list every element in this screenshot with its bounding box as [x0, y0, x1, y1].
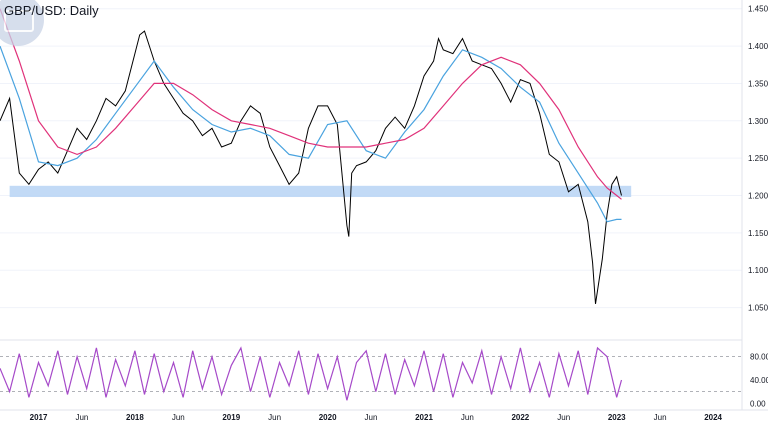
oscillator-series-group — [0, 346, 623, 401]
series-line-0 — [0, 30, 622, 304]
book-icon — [4, 10, 34, 32]
price-tick-label: 1.350 — [748, 79, 768, 88]
price-tick-label: 1.150 — [748, 229, 768, 238]
price-series-group — [0, 8, 622, 304]
series-line-3 — [0, 346, 623, 401]
oscillator-axis: 80.00 40.00 0.00 — [750, 353, 768, 409]
price-tick-label: 1.250 — [748, 154, 768, 163]
support-zone — [9, 185, 632, 198]
time-tick-label: Jun — [268, 413, 281, 422]
chart-title: GBP/USD: Daily — [4, 3, 99, 18]
time-tick-label: 2022 — [511, 413, 529, 422]
time-tick-label: 2018 — [126, 413, 144, 422]
price-tick-label: 1.300 — [748, 117, 768, 126]
time-tick-label: Jun — [557, 413, 570, 422]
time-tick-label: 2021 — [415, 413, 433, 422]
series-line-1 — [0, 45, 622, 223]
time-tick-label: 2017 — [30, 413, 48, 422]
time-tick-label: Jun — [75, 413, 88, 422]
time-tick-label: Jun — [654, 413, 667, 422]
price-tick-label: 1.050 — [748, 304, 768, 313]
price-axis: 1.450 1.400 1.350 1.300 1.250 1.200 1.150 1.100… — [748, 5, 768, 313]
time-axis: 2017 Jun 2018 Jun 2019 Jun 2020 Jun 2021 Jun 2022 J… — [30, 413, 723, 422]
time-tick-label: 2024 — [704, 413, 722, 422]
price-tick-label: 1.200 — [748, 192, 768, 201]
time-tick-label: 2019 — [222, 413, 240, 422]
price-tick-label: 1.450 — [748, 5, 768, 14]
oscillator-tick-label: 0.00 — [750, 399, 766, 408]
series-line-2 — [0, 8, 622, 200]
oscillator-tick-label: 40.00 — [750, 376, 768, 385]
time-tick-label: Jun — [461, 413, 474, 422]
time-tick-label: 2020 — [319, 413, 337, 422]
time-tick-label: Jun — [365, 413, 378, 422]
time-tick-label: 2023 — [608, 413, 626, 422]
price-tick-label: 1.400 — [748, 42, 768, 51]
oscillator-tick-label: 80.00 — [750, 353, 768, 362]
price-tick-label: 1.100 — [748, 266, 768, 275]
price-gridlines — [0, 8, 742, 309]
time-tick-label: Jun — [172, 413, 185, 422]
